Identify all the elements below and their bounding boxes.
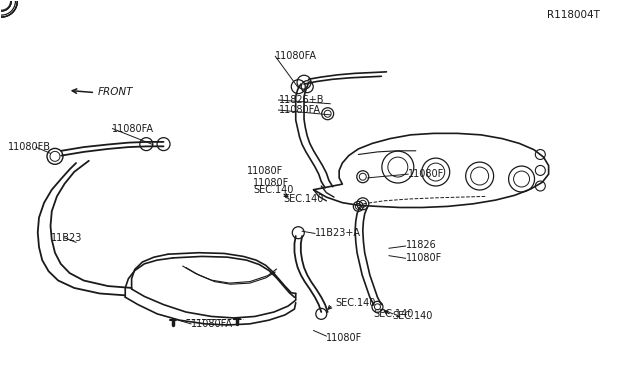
Text: SEC.140: SEC.140 [284,194,324,204]
Text: 11B23+A: 11B23+A [315,228,361,238]
Text: 11080FA: 11080FA [113,124,154,134]
Text: SEC.140: SEC.140 [253,186,293,195]
Text: 11080F: 11080F [408,169,444,179]
Text: 11826+B: 11826+B [278,95,324,105]
Text: 11080FB: 11080FB [8,142,51,152]
Text: 11080F: 11080F [253,178,289,188]
Text: 11080F: 11080F [246,166,283,176]
Text: SEC.140: SEC.140 [335,298,376,308]
Text: R118004T: R118004T [547,10,600,20]
Text: 11080F: 11080F [326,333,363,343]
Text: 11080FA: 11080FA [278,105,321,115]
Text: 11080F: 11080F [406,253,442,263]
Text: SEC.140: SEC.140 [373,309,413,319]
Text: SEC.140: SEC.140 [393,311,433,321]
Text: FRONT: FRONT [98,87,133,97]
Text: 11B23: 11B23 [51,233,82,243]
Text: 11080FA: 11080FA [275,51,317,61]
Text: 11080FA: 11080FA [191,319,233,329]
Text: 11826: 11826 [406,240,436,250]
